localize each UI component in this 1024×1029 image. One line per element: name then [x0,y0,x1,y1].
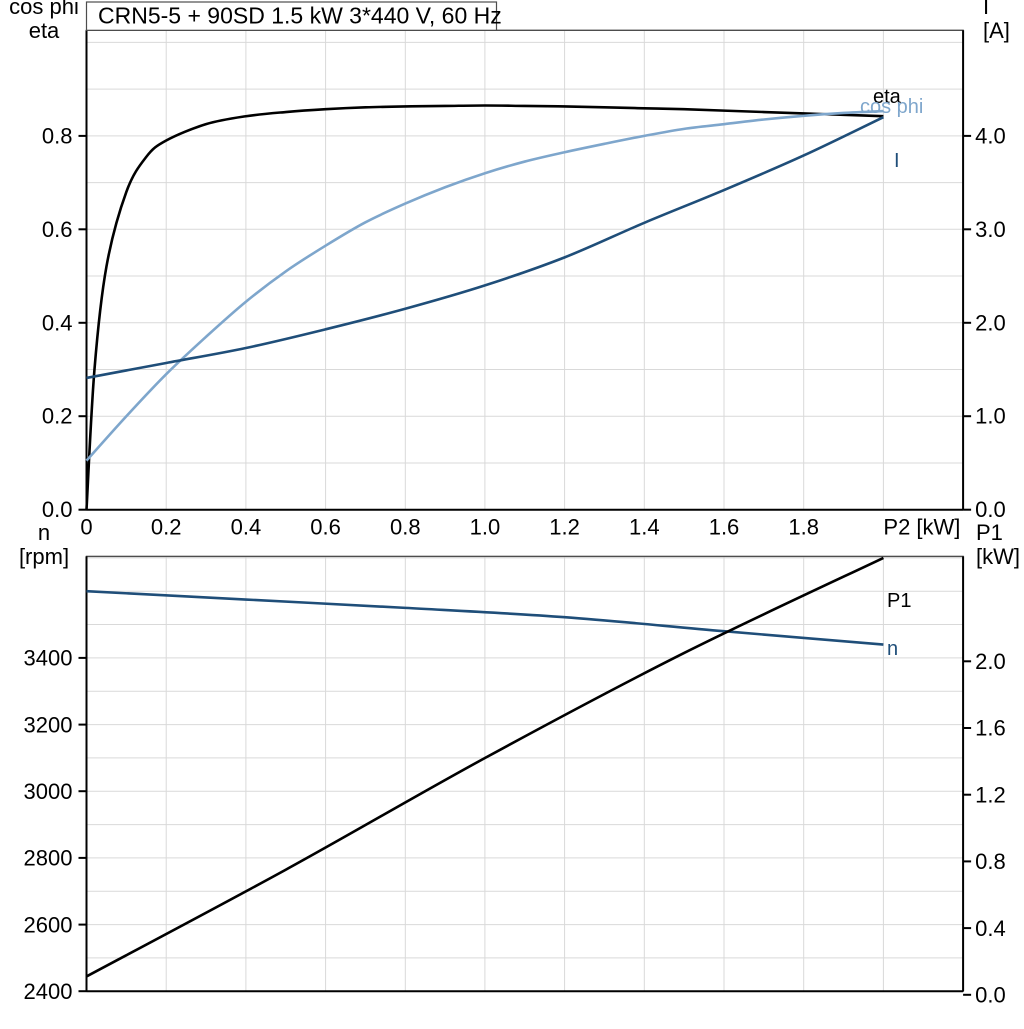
svg-text:1.6: 1.6 [975,716,1006,741]
svg-text:0.2: 0.2 [42,404,73,429]
svg-text:1.6: 1.6 [709,515,740,540]
svg-text:0.4: 0.4 [42,310,73,335]
svg-text:2800: 2800 [24,846,73,871]
svg-text:0.0: 0.0 [975,983,1006,1008]
svg-text:n: n [38,520,50,545]
svg-text:0.8: 0.8 [42,123,73,148]
svg-text:eta: eta [29,18,60,43]
svg-text:0.6: 0.6 [310,515,341,540]
svg-text:0.4: 0.4 [231,515,262,540]
svg-text:1.2: 1.2 [549,515,580,540]
svg-text:1.8: 1.8 [788,515,819,540]
svg-text:0.2: 0.2 [151,515,182,540]
svg-text:0.0: 0.0 [975,497,1006,522]
svg-text:I: I [894,150,900,172]
svg-text:[A]: [A] [983,18,1010,43]
svg-text:4.0: 4.0 [975,123,1006,148]
svg-text:cos phi: cos phi [860,96,923,118]
svg-text:3000: 3000 [24,779,73,804]
svg-text:2.0: 2.0 [975,649,1006,674]
svg-text:1.0: 1.0 [975,404,1006,429]
svg-text:3200: 3200 [24,712,73,737]
svg-text:P1: P1 [887,590,911,612]
svg-text:3400: 3400 [24,646,73,671]
svg-text:P2 [kW]: P2 [kW] [883,515,960,540]
svg-text:P1: P1 [976,520,1003,545]
svg-text:CRN5-5 + 90SD 1.5 kW 3*440: CRN5-5 + 90SD 1.5 kW 3*440 V, 60 Hz [98,3,502,29]
svg-text:I: I [983,0,989,19]
svg-text:2400: 2400 [24,979,73,1004]
svg-text:0: 0 [80,515,92,540]
svg-text:0.4: 0.4 [975,916,1006,941]
svg-text:1.2: 1.2 [975,782,1006,807]
svg-text:0.0: 0.0 [42,497,73,522]
svg-text:3.0: 3.0 [975,217,1006,242]
svg-text:2600: 2600 [24,912,73,937]
svg-text:n: n [887,638,898,660]
svg-text:[kW]: [kW] [976,544,1020,569]
svg-text:0.8: 0.8 [390,515,421,540]
svg-text:cos phi: cos phi [9,0,79,19]
svg-text:1.0: 1.0 [470,515,501,540]
svg-text:0.6: 0.6 [42,217,73,242]
svg-text:1.4: 1.4 [629,515,660,540]
svg-text:2.0: 2.0 [975,310,1006,335]
svg-text:0.8: 0.8 [975,849,1006,874]
svg-text:[rpm]: [rpm] [19,544,69,569]
